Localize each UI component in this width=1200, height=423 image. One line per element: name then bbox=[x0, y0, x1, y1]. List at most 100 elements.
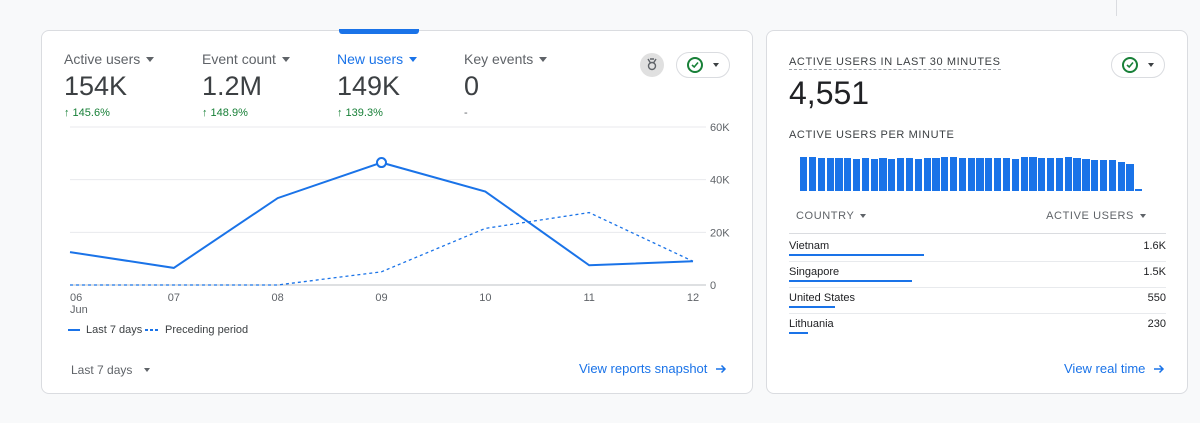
new-users-line-chart: 60K 40K 20K 0 06 07 08 09 10 11 12 Jun bbox=[69, 122, 730, 316]
row-divider bbox=[789, 261, 1166, 262]
per-minute-bar bbox=[1135, 189, 1143, 191]
realtime-title: ACTIVE USERS IN LAST 30 MINUTES bbox=[789, 56, 1001, 70]
per-minute-bar bbox=[1108, 160, 1116, 191]
per-minute-bar bbox=[932, 158, 940, 191]
caret-down-icon bbox=[146, 56, 155, 62]
row-divider bbox=[789, 313, 1166, 314]
series-line-preceding-period bbox=[70, 211, 694, 286]
per-minute-bar bbox=[994, 157, 1002, 191]
metric-value: 154K bbox=[64, 71, 128, 101]
row-divider bbox=[789, 287, 1166, 288]
per-minute-bar bbox=[1064, 157, 1072, 191]
per-minute-bar bbox=[923, 158, 931, 191]
per-minute-bar bbox=[1020, 157, 1028, 191]
metric-tab-new-users[interactable]: New users 149K ↑ 139.3% bbox=[337, 51, 418, 119]
per-minute-bar bbox=[808, 157, 817, 191]
country-name: Vietnam bbox=[789, 240, 830, 252]
view-reports-snapshot-link[interactable]: View reports snapshot bbox=[579, 361, 727, 376]
per-minute-bar bbox=[800, 157, 808, 191]
caret-down-icon bbox=[860, 214, 867, 218]
metric-value: 149K bbox=[337, 71, 401, 101]
caret-down-icon bbox=[713, 63, 719, 67]
date-range-dropdown[interactable]: Last 7 days bbox=[71, 363, 151, 377]
legend-label: Preceding period bbox=[165, 324, 249, 336]
legend-item-current: Last 7 days bbox=[68, 324, 142, 336]
caret-down-icon bbox=[281, 56, 290, 62]
x-tick-label: 06 bbox=[70, 292, 82, 304]
per-minute-bar bbox=[852, 158, 861, 191]
per-minute-bar bbox=[897, 158, 905, 191]
per-minute-bar bbox=[967, 157, 975, 191]
check-circle-icon bbox=[687, 57, 703, 73]
check-circle-icon bbox=[1122, 57, 1138, 73]
per-minute-bar bbox=[985, 158, 993, 191]
country-share-bar bbox=[789, 332, 808, 334]
legend-dashed-swatch bbox=[145, 329, 159, 331]
y-tick-label: 60K bbox=[710, 122, 730, 134]
highlighted-data-point bbox=[376, 157, 387, 169]
per-minute-bar bbox=[914, 158, 922, 191]
view-real-time-link[interactable]: View real time bbox=[1064, 361, 1165, 376]
metric-tab-active-users[interactable]: Active users 154K ↑ 145.6% bbox=[64, 51, 155, 119]
per-minute-bar bbox=[1073, 157, 1081, 191]
metric-value: 1.2M bbox=[202, 71, 263, 101]
caret-down-icon bbox=[1140, 214, 1146, 218]
insights-button[interactable] bbox=[640, 53, 664, 77]
per-minute-bar bbox=[1038, 158, 1046, 191]
metric-delta: ↑ 139.3% bbox=[337, 107, 383, 119]
country-name: Lithuania bbox=[789, 318, 834, 330]
metric-label: New users bbox=[337, 51, 404, 67]
y-tick-label: 20K bbox=[710, 227, 730, 239]
per-minute-bar bbox=[879, 158, 887, 191]
data-quality-dropdown[interactable] bbox=[1111, 52, 1165, 78]
per-minute-bar bbox=[1055, 158, 1064, 191]
per-minute-bar bbox=[888, 158, 896, 191]
column-header-country[interactable]: COUNTRY bbox=[796, 210, 867, 222]
insights-icon bbox=[647, 58, 657, 71]
x-tick-label: 12 bbox=[687, 292, 699, 304]
x-month-label: Jun bbox=[70, 304, 88, 316]
per-minute-bar bbox=[1117, 161, 1125, 191]
caret-down-icon bbox=[1148, 63, 1154, 67]
metric-label: Key events bbox=[464, 51, 534, 67]
table-header-divider bbox=[789, 233, 1166, 234]
per-minute-bar-chart bbox=[800, 157, 1156, 191]
caret-down-icon bbox=[539, 56, 548, 62]
column-header-active-users[interactable]: ACTIVE USERS bbox=[1046, 210, 1146, 222]
country-users: 1.5K bbox=[1143, 266, 1166, 278]
per-minute-bar bbox=[976, 158, 984, 191]
y-tick-label: 0 bbox=[710, 280, 716, 292]
per-minute-bar bbox=[1011, 158, 1019, 191]
per-minute-bar bbox=[1126, 164, 1134, 191]
country-share-bar bbox=[789, 306, 835, 308]
realtime-active-users-value: 4,551 bbox=[789, 75, 870, 111]
metric-delta: ↑ 148.9% bbox=[202, 107, 248, 119]
metric-tab-event-count[interactable]: Event count 1.2M ↑ 148.9% bbox=[202, 51, 290, 119]
per-minute-bar bbox=[870, 158, 878, 191]
y-tick-label: 40K bbox=[710, 175, 730, 187]
x-tick-label: 07 bbox=[168, 292, 180, 304]
per-minute-bar bbox=[1047, 157, 1055, 191]
metric-tab-key-events[interactable]: Key events 0 - bbox=[464, 51, 548, 119]
per-minute-bar bbox=[949, 157, 958, 191]
table-row: Lithuania 230 bbox=[789, 314, 1166, 340]
country-share-bar bbox=[789, 254, 924, 256]
per-minute-bar bbox=[844, 158, 852, 191]
caret-down-icon bbox=[144, 368, 151, 372]
table-row: Vietnam 1.6K bbox=[789, 236, 1166, 262]
country-users: 230 bbox=[1147, 318, 1166, 330]
per-minute-bar bbox=[1002, 158, 1011, 191]
data-quality-dropdown[interactable] bbox=[676, 52, 730, 78]
x-tick-label: 08 bbox=[272, 292, 284, 304]
per-minute-bar bbox=[1029, 157, 1037, 191]
country-users: 550 bbox=[1147, 292, 1166, 304]
per-minute-bar bbox=[941, 157, 949, 191]
x-tick-label: 10 bbox=[479, 292, 491, 304]
per-minute-label: ACTIVE USERS PER MINUTE bbox=[789, 129, 955, 141]
column-header-label: COUNTRY bbox=[796, 210, 855, 222]
table-row: United States 550 bbox=[789, 288, 1166, 314]
series-line-last-7-days bbox=[69, 161, 694, 269]
overview-card: Active users 154K ↑ 145.6% Event count 1… bbox=[41, 29, 753, 394]
country-name: Singapore bbox=[789, 266, 840, 278]
per-minute-bar bbox=[958, 158, 967, 191]
